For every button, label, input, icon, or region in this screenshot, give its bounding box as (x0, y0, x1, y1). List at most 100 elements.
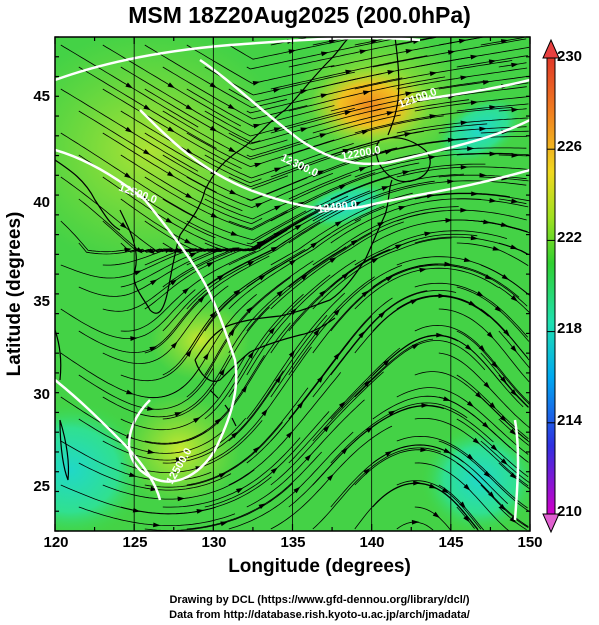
x-axis-label: Longitude (degrees) (228, 556, 411, 577)
y-tick-label: 30 (33, 386, 50, 403)
streamline-arrow (509, 472, 517, 479)
x-tick-label: 130 (201, 534, 227, 551)
streamline-arrow (300, 273, 309, 281)
streamline-arrow (227, 103, 236, 110)
streamline-arrow (489, 151, 497, 157)
streamline-arrow (128, 472, 137, 477)
streamline-arrow (146, 406, 155, 411)
streamline-arrow (320, 51, 329, 57)
streamline-arrow (338, 184, 347, 190)
streamline-arrow (300, 127, 308, 133)
colorbar-tick-label: 222 (557, 229, 583, 246)
streamline-arrow (500, 458, 508, 466)
streamline-arrow (387, 70, 395, 75)
streamline-arrow (184, 238, 192, 244)
streamline-arrow (510, 389, 518, 397)
streamline-arrow (419, 267, 427, 273)
streamline-arrow (206, 261, 215, 268)
streamline-arrow (293, 486, 301, 494)
streamline-arrow (246, 306, 253, 314)
streamline-arrow (229, 189, 237, 195)
streamline-arrow (329, 257, 337, 264)
streamline-arrow (274, 205, 282, 211)
streamline-arrow (354, 201, 362, 207)
streamline-arrow (509, 516, 517, 524)
streamline-arrow (501, 274, 510, 280)
temperature-field (55, 37, 530, 531)
streamline-arrow (235, 487, 244, 494)
streamline-arrow (254, 162, 262, 168)
streamline-arrow (217, 274, 225, 281)
streamline-arrow (471, 191, 479, 197)
streamline-arrow (443, 448, 452, 454)
streamline-arrow (494, 305, 502, 313)
streamline-arrow (463, 483, 471, 491)
streamline-arrow (149, 346, 157, 352)
streamline-arrow (143, 149, 151, 155)
streamline-arrow (270, 467, 278, 474)
streamline-arrow (323, 425, 330, 433)
streamline-arrow (510, 295, 518, 302)
streamline-arrow (510, 244, 518, 250)
axis-ticks (54, 36, 531, 532)
streamline-arrow (490, 444, 498, 451)
streamline-arrow (479, 126, 487, 132)
streamline-arrow (467, 146, 475, 152)
streamline-arrow (470, 235, 479, 241)
x-tick-label: 120 (43, 534, 69, 551)
streamline-arrow (470, 54, 478, 60)
streamline-arrow (460, 120, 468, 126)
streamline-arrow (258, 503, 266, 510)
streamline-arrow (261, 408, 268, 417)
streamline-arrow (185, 349, 192, 357)
streamline-arrow (174, 412, 183, 417)
streamline-arrow (441, 487, 450, 494)
streamline-arrow (125, 126, 133, 133)
streamline-arrow (385, 451, 393, 457)
streamline-arrow (445, 218, 453, 223)
streamline-arrow (341, 447, 348, 455)
streamline-arrow (388, 410, 396, 416)
streamline-arrow (432, 511, 440, 518)
streamline-arrow (511, 107, 519, 113)
streamline-arrow (405, 49, 414, 54)
streamline-arrow (274, 167, 282, 173)
streamline-arrow (463, 257, 472, 262)
y-tick-label: 45 (33, 88, 50, 105)
streamline-arrow (342, 149, 351, 154)
streamline-arrow (460, 207, 468, 213)
streamline-arrow (420, 447, 428, 453)
streamline-arrow (185, 192, 193, 199)
streamline-arrow (286, 431, 293, 439)
streamline-arrow (466, 453, 474, 461)
streamline-arrow (126, 389, 134, 395)
streamline-arrow (255, 202, 263, 208)
streamline-arrow (125, 82, 133, 89)
streamline-arrow (219, 368, 225, 376)
streamline-arrow (381, 186, 390, 191)
streamline-arrow (478, 344, 486, 352)
streamline-arrow (459, 501, 466, 509)
x-tick-label: 150 (517, 534, 543, 551)
streamline-arrow (252, 80, 261, 86)
streamline-arrow (304, 454, 312, 462)
streamline-arrow (511, 198, 519, 204)
streamline-arrow (120, 222, 128, 229)
streamline-arrow (228, 146, 236, 153)
streamline-arrow (488, 491, 495, 499)
y-tick-label: 40 (33, 194, 50, 211)
streamline-arrow (153, 522, 161, 528)
colorbar (542, 38, 560, 534)
streamline-arrow (426, 193, 435, 199)
x-tick-label: 135 (280, 534, 306, 551)
streamline-arrow (460, 75, 468, 81)
streamline-arrow (511, 152, 519, 158)
streamline-arrow (170, 341, 178, 349)
streamline-arrow (241, 385, 248, 393)
streamline-arrow (333, 352, 340, 360)
streamline-arrow (492, 246, 501, 251)
streamline-arrow (472, 437, 480, 445)
streamline-arrow (429, 71, 438, 77)
streamline-arrow (386, 111, 395, 116)
streamline-arrow (499, 503, 507, 511)
